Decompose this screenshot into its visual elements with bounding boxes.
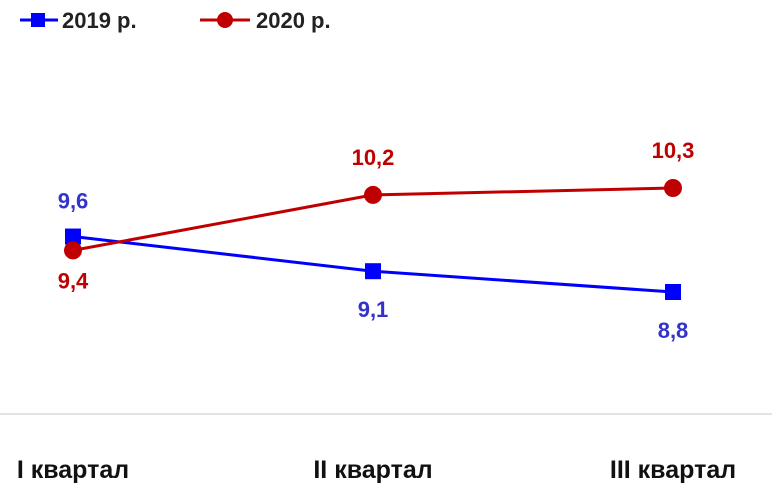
data-point [64,241,82,260]
plot-area: 9,6 9,1 8,8 9,4 10,2 10,3 [58,138,695,343]
data-label: 10,3 [652,138,695,163]
data-label: 9,6 [58,189,89,214]
data-point [365,263,381,280]
legend-label-2019: 2019 р. [62,8,137,33]
data-point [364,185,382,204]
x-tick-label: II квартал [313,456,432,484]
data-label: 8,8 [658,318,689,343]
x-tick-label: III квартал [610,456,736,484]
data-label: 9,1 [358,297,389,322]
legend-marker-2020 [217,12,233,28]
x-axis-tick-labels: I квартал II квартал III квартал [17,456,736,484]
legend-marker-2019 [31,13,45,27]
legend-label-2020: 2020 р. [256,8,331,33]
data-label: 9,4 [58,268,89,293]
x-tick-label: I квартал [17,456,129,484]
legend-item-2020: 2020 р. [200,8,331,33]
data-point [665,284,681,300]
legend-item-2019: 2019 р. [20,8,137,33]
data-point [65,228,81,245]
legend: 2019 р. 2020 р. [20,8,331,33]
data-point [664,179,682,197]
data-label: 10,2 [352,145,395,170]
